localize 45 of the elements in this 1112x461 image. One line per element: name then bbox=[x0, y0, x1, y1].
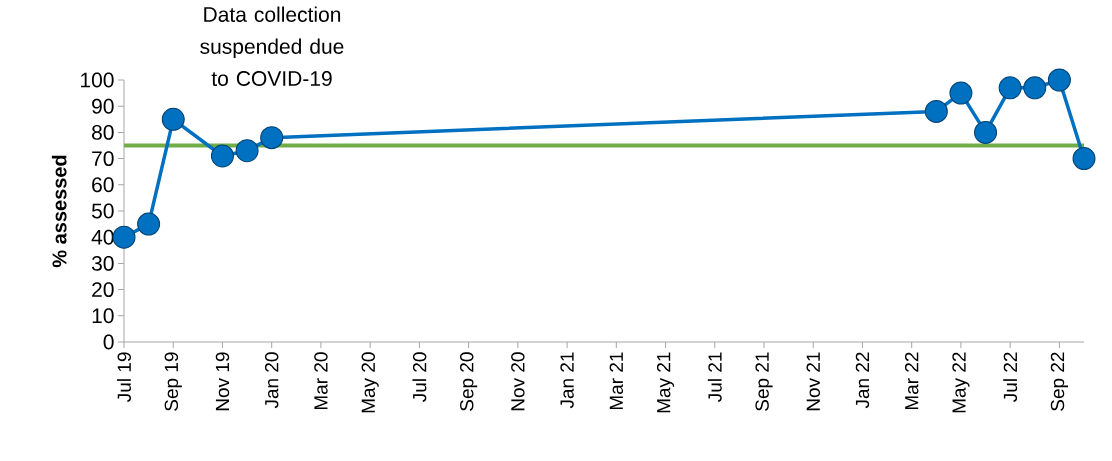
y-tick-label: 100 bbox=[81, 72, 114, 88]
annotation: Data collection suspended due to COVID-19 bbox=[200, 6, 344, 86]
x-tick-label: Mar 22 bbox=[904, 352, 919, 410]
point bbox=[235, 139, 259, 163]
x-tick-label: Jan 22 bbox=[855, 352, 870, 409]
x-tick-label: May 22 bbox=[952, 352, 970, 413]
x-tick-label: Nov 19 bbox=[215, 352, 230, 411]
y-tick-label: 70 bbox=[92, 151, 114, 167]
y-tick-label: 50 bbox=[91, 203, 114, 219]
y-tick-label: 60 bbox=[92, 177, 114, 193]
point bbox=[137, 212, 161, 236]
x-tick-label: Sep 20 bbox=[460, 352, 478, 411]
x-tick-label: Jul 19 bbox=[117, 352, 131, 402]
point bbox=[1047, 68, 1071, 92]
x-tick-label: Jul 22 bbox=[1003, 352, 1018, 402]
x-tick-label: Jul 20 bbox=[412, 352, 427, 402]
x-tick-label: Jan 21 bbox=[560, 352, 574, 409]
x-tick-label: Mar 21 bbox=[609, 352, 624, 410]
x-tick-label: Sep 19 bbox=[164, 352, 182, 411]
point bbox=[924, 99, 948, 123]
x-tick-label: Jul 21 bbox=[707, 352, 722, 402]
x-tick-label: Nov 20 bbox=[511, 352, 525, 411]
x-tick-label: Sep 21 bbox=[755, 352, 773, 411]
point bbox=[1072, 147, 1096, 171]
x-tick-label: May 20 bbox=[361, 352, 379, 413]
point bbox=[260, 126, 284, 150]
y-tick-label: 20 bbox=[92, 282, 114, 298]
point bbox=[210, 144, 234, 168]
point bbox=[974, 120, 998, 144]
point bbox=[949, 81, 973, 105]
y-axis-title: % assessed bbox=[51, 155, 67, 268]
point bbox=[161, 107, 185, 131]
x-tick-label: Nov 21 bbox=[806, 352, 820, 411]
point bbox=[112, 225, 136, 249]
y-tick-label: 0 bbox=[103, 334, 114, 350]
point bbox=[1023, 76, 1047, 100]
x-tick-label: Mar 20 bbox=[314, 352, 328, 410]
point bbox=[998, 76, 1022, 100]
y-tick-label: 30 bbox=[91, 255, 114, 271]
x-tick-label: Sep 22 bbox=[1050, 352, 1068, 411]
x-tick-label: May 21 bbox=[656, 352, 675, 413]
y-tick-label: 80 bbox=[92, 124, 114, 140]
y-tick-label: 90 bbox=[92, 98, 114, 114]
y-tick-label: 10 bbox=[92, 308, 114, 324]
x-tick-label: Jan 20 bbox=[264, 352, 279, 409]
